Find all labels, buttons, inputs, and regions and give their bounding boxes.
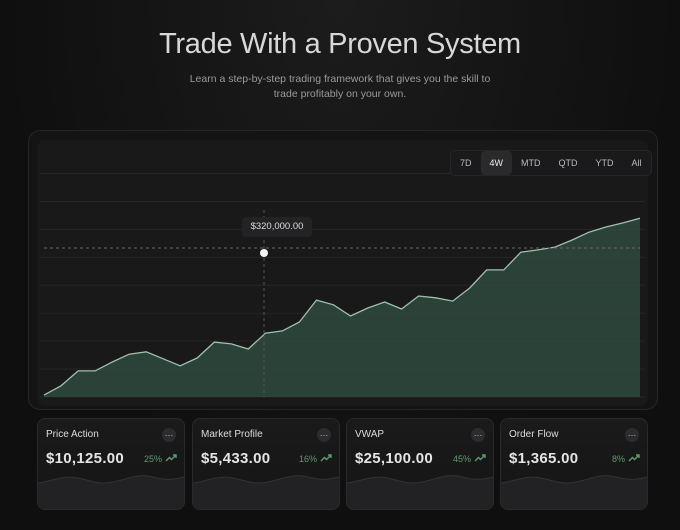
area-fill [44,218,640,397]
range-tab[interactable]: QTD [558,158,578,168]
card-value: $25,100.00 [355,450,434,467]
area-line [43,217,641,396]
card-change: 45% [452,454,471,464]
card-menu[interactable]: … [471,428,485,442]
trend-icon [474,454,486,462]
range-tab[interactable]: All [631,158,642,168]
subtitle: Learn a step-by-step trading framework t… [189,73,491,100]
sparkline [38,475,184,509]
sparkline [193,475,339,509]
title: Trade With a Proven System [159,28,521,60]
card-value: $10,125.00 [46,450,125,467]
range-tab[interactable]: YTD [595,158,614,168]
card-change: 25% [143,454,162,464]
card-value: $5,433.00 [201,450,271,467]
card-change: 16% [298,454,317,464]
card-name: Price Action [46,429,99,440]
card-menu[interactable]: … [625,428,639,442]
crosshair-point [260,249,268,257]
card-value: $1,365.00 [509,450,579,467]
range-tab[interactable]: 7D [460,158,472,168]
card-change: 8% [611,454,625,464]
stat-card: Order Flow … $1,365.00 8% [500,418,648,510]
tooltip: $320,000.00 [242,217,312,237]
stat-card: Price Action … $10,125.00 25% [37,418,185,510]
trend-icon [628,454,640,462]
card-name: VWAP [355,429,385,440]
sparkline [347,475,493,509]
card-name: Market Profile [201,429,263,440]
trend-icon [165,454,177,462]
range-tab[interactable]: MTD [521,158,541,168]
trend-icon [320,454,332,462]
stat-card: VWAP … $25,100.00 45% [346,418,494,510]
stat-card: Market Profile … $5,433.00 16% [192,418,340,510]
sparkline [501,475,647,509]
card-name: Order Flow [509,429,559,440]
range-tab[interactable]: 4W [480,151,513,175]
range-tabs: 7D 4W MTD QTD YTD All [450,150,652,176]
card-menu[interactable]: … [317,428,331,442]
card-menu[interactable]: … [162,428,176,442]
